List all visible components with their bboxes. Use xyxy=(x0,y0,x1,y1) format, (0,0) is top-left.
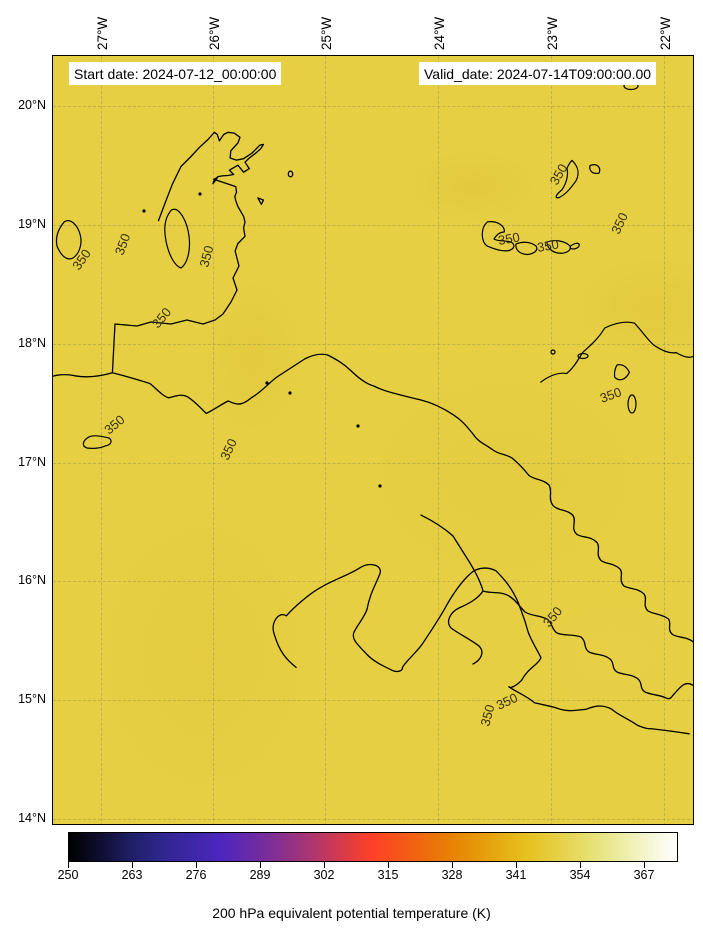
svg-text:350: 350 xyxy=(217,436,240,462)
svg-text:350: 350 xyxy=(101,412,127,437)
svg-text:350: 350 xyxy=(149,305,174,331)
svg-text:350: 350 xyxy=(494,690,520,713)
svg-text:350: 350 xyxy=(196,244,216,269)
svg-text:350: 350 xyxy=(598,384,624,406)
svg-text:350: 350 xyxy=(540,604,565,630)
svg-text:350: 350 xyxy=(608,210,631,236)
svg-text:350: 350 xyxy=(112,232,134,258)
svg-text:350: 350 xyxy=(477,703,497,728)
svg-text:350: 350 xyxy=(69,246,94,272)
svg-text:350: 350 xyxy=(497,229,521,248)
svg-text:350: 350 xyxy=(547,161,571,187)
